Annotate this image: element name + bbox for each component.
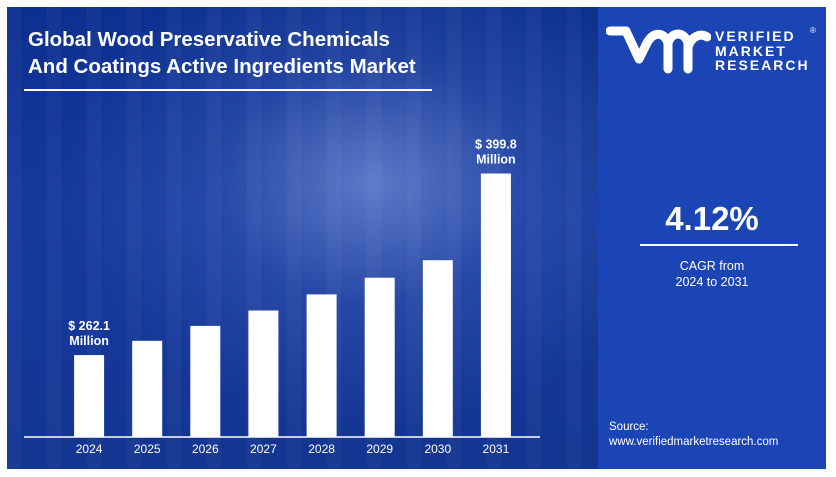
cagr-label: CAGR from 2024 to 2031 xyxy=(627,258,797,290)
brand-line-2: MARKET xyxy=(715,42,787,59)
x-tick-label-2025: 2025 xyxy=(134,442,161,456)
data-label-unit-2031: Million xyxy=(476,153,516,167)
x-tick-label-2028: 2028 xyxy=(308,442,335,456)
source-url: www.verifiedmarketresearch.com xyxy=(609,436,779,448)
data-label-value-2024: $ 262.1 xyxy=(68,319,110,333)
brand-line-1: VERIFIED xyxy=(715,28,796,44)
data-label-unit-2024: Million xyxy=(69,334,109,348)
x-tick-label-2027: 2027 xyxy=(250,442,277,456)
bar-2029 xyxy=(364,277,395,437)
cagr-label-line-2: 2024 to 2031 xyxy=(675,275,749,289)
cagr-divider xyxy=(640,244,798,246)
title-underline xyxy=(24,89,432,91)
chart-title: Global Wood Preservative Chemicals And C… xyxy=(28,26,508,80)
bar-2024 xyxy=(74,355,105,437)
x-tick-label-2026: 2026 xyxy=(192,442,219,456)
source-label: Source: xyxy=(609,421,649,433)
registered-mark: ® xyxy=(810,26,816,35)
brand-line-3: RESEARCH xyxy=(715,57,810,73)
chart-title-line-2: And Coatings Active Ingredients Market xyxy=(28,55,416,78)
cagr-label-line-1: CAGR from xyxy=(679,259,745,273)
source-note: Source: www.verifiedmarketresearch.com xyxy=(609,420,778,450)
vmr-logo-icon xyxy=(605,26,712,74)
bar-2027 xyxy=(248,310,279,437)
bar-2031 xyxy=(480,173,511,437)
x-tick-label-2031: 2031 xyxy=(483,442,510,456)
bar-2028 xyxy=(306,294,337,437)
bar-2030 xyxy=(422,260,453,437)
brand-logo: VERIFIED MARKET RESEARCH ® xyxy=(605,25,816,87)
bar-2026 xyxy=(190,325,221,437)
data-label-value-2031: $ 399.8 xyxy=(475,138,517,152)
bar-2025 xyxy=(132,340,163,437)
cagr-value: 4.12% xyxy=(665,200,759,237)
x-tick-label-2024: 2024 xyxy=(76,442,103,456)
x-tick-label-2030: 2030 xyxy=(424,442,451,456)
brand-name: VERIFIED MARKET RESEARCH xyxy=(715,29,810,73)
info-panel xyxy=(598,7,826,469)
x-tick-label-2029: 2029 xyxy=(366,442,393,456)
chart-title-line-1: Global Wood Preservative Chemicals xyxy=(28,28,390,51)
